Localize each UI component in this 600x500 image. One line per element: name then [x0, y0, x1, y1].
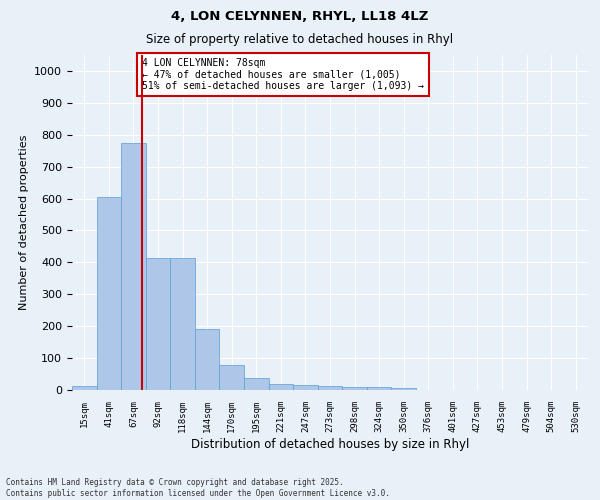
Bar [97, 196, 121, 390]
Bar [367, 387, 391, 390]
Bar [244, 378, 269, 390]
Bar [293, 385, 318, 390]
Bar [342, 387, 367, 390]
Bar [318, 386, 342, 390]
Text: 4 LON CELYNNEN: 78sqm
← 47% of detached houses are smaller (1,005)
51% of semi-d: 4 LON CELYNNEN: 78sqm ← 47% of detached … [142, 58, 424, 92]
Bar [391, 388, 416, 390]
Bar [220, 365, 244, 390]
X-axis label: Distribution of detached houses by size in Rhyl: Distribution of detached houses by size … [191, 438, 469, 450]
Bar [121, 142, 146, 390]
Text: Contains HM Land Registry data © Crown copyright and database right 2025.
Contai: Contains HM Land Registry data © Crown c… [6, 478, 390, 498]
Y-axis label: Number of detached properties: Number of detached properties [19, 135, 29, 310]
Bar [72, 386, 97, 390]
Text: 4, LON CELYNNEN, RHYL, LL18 4LZ: 4, LON CELYNNEN, RHYL, LL18 4LZ [172, 10, 428, 23]
Bar [170, 258, 195, 390]
Text: Size of property relative to detached houses in Rhyl: Size of property relative to detached ho… [146, 32, 454, 46]
Bar [195, 329, 220, 390]
Bar [269, 384, 293, 390]
Bar [146, 258, 170, 390]
